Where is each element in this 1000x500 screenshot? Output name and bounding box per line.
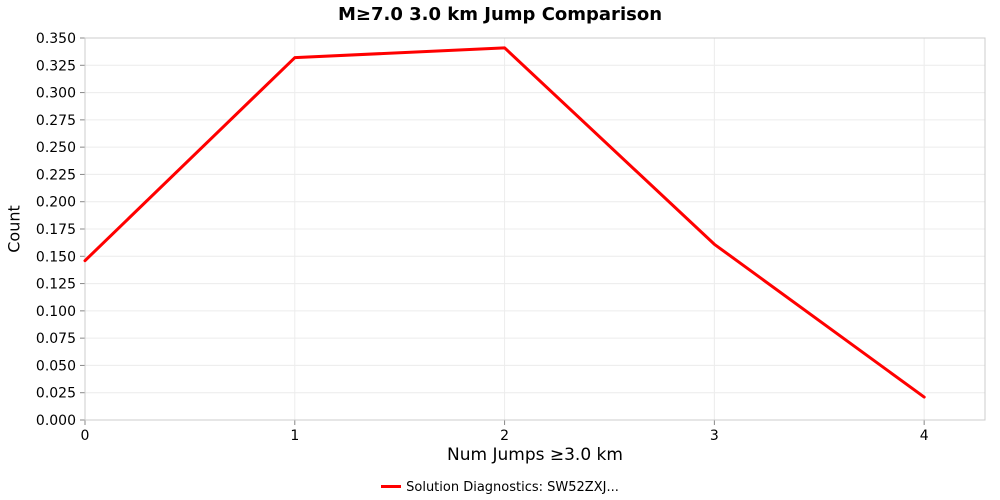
legend-label: Solution Diagnostics: SW52ZXJ... <box>406 480 619 495</box>
plot-border <box>84 37 986 421</box>
y-tick-label: 0.150 <box>36 249 76 265</box>
y-tick-label: 0.025 <box>36 386 76 402</box>
y-tick-label: 0.000 <box>36 413 76 429</box>
y-tick-label: 0.350 <box>36 31 76 47</box>
y-tick-label: 0.050 <box>36 358 76 374</box>
y-tick-label: 0.075 <box>36 331 76 347</box>
y-tick-label: 0.175 <box>36 222 76 238</box>
y-tick-label: 0.325 <box>36 58 76 74</box>
y-tick-label: 0.300 <box>36 86 76 102</box>
x-tick-label: 3 <box>710 428 719 444</box>
legend: Solution Diagnostics: SW52ZXJ... <box>0 480 1000 495</box>
legend-line-swatch <box>381 485 402 488</box>
y-tick-label: 0.200 <box>36 195 76 211</box>
y-tick-label: 0.250 <box>36 140 76 156</box>
chart-title: M≥7.0 3.0 km Jump Comparison <box>337 4 663 25</box>
x-tick-label: 2 <box>500 428 509 444</box>
x-tick-label: 4 <box>920 428 929 444</box>
y-tick-label: 0.225 <box>36 167 76 183</box>
x-tick-label: 0 <box>81 428 90 444</box>
y-tick-label: 0.125 <box>36 277 76 293</box>
x-tick-label: 1 <box>290 428 299 444</box>
y-tick-label: 0.275 <box>36 113 76 129</box>
y-tick-label: 0.100 <box>36 304 76 320</box>
series-line <box>83 46 926 399</box>
x-axis-label: Num Jumps ≥3.0 km <box>447 445 623 465</box>
